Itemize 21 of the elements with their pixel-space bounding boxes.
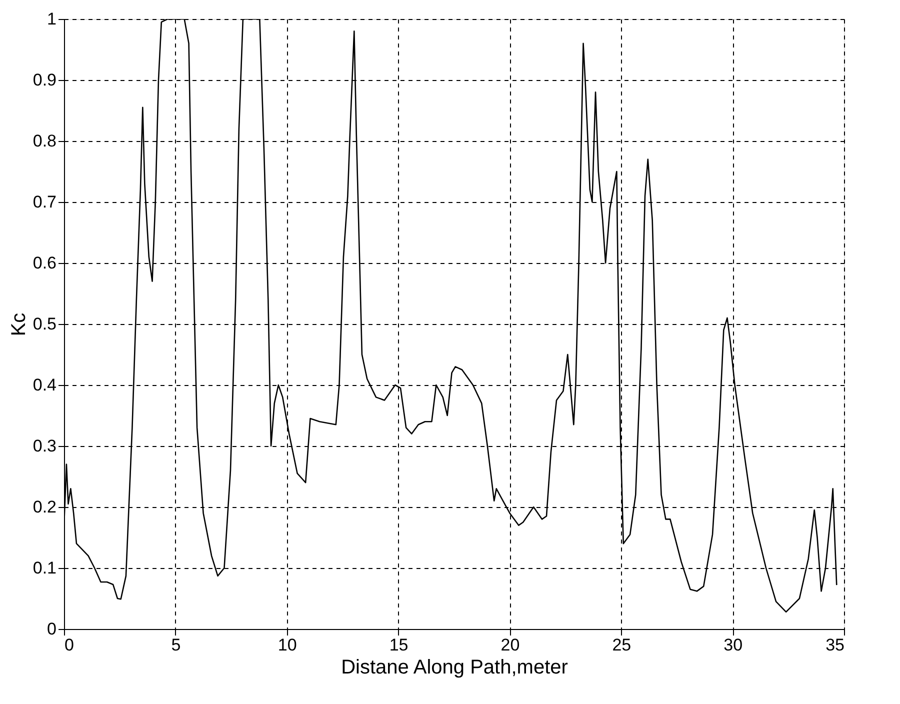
y-tick-label: 0.6 [32,254,56,272]
x-tick-label: 30 [724,636,743,654]
x-axis-title: Distane Along Path,meter [341,656,568,678]
y-tick-label: 0.1 [32,558,56,578]
y-tick-label: 0.2 [32,498,56,516]
x-tick-label: 5 [171,636,181,654]
x-tick-label: 0 [64,636,74,654]
y-tick-label: 0.5 [32,314,56,334]
y-tick-label: 0.4 [32,376,56,394]
y-axis-title: Kc [8,312,30,336]
x-tick-label: 10 [278,636,297,654]
y-tick-label: 0.8 [32,132,56,150]
x-tick-label: 20 [500,636,520,654]
y-tick-label: 0.3 [32,436,56,456]
y-tick-label: 0.7 [32,192,56,212]
y-tick-label: 0.9 [32,70,56,90]
x-tick-label: 35 [826,636,844,654]
y-tick-label: 0 [47,620,56,638]
x-tick-label: 25 [612,636,632,654]
x-tick-label: 15 [389,636,408,654]
y-tick-label: 1 [47,10,56,28]
